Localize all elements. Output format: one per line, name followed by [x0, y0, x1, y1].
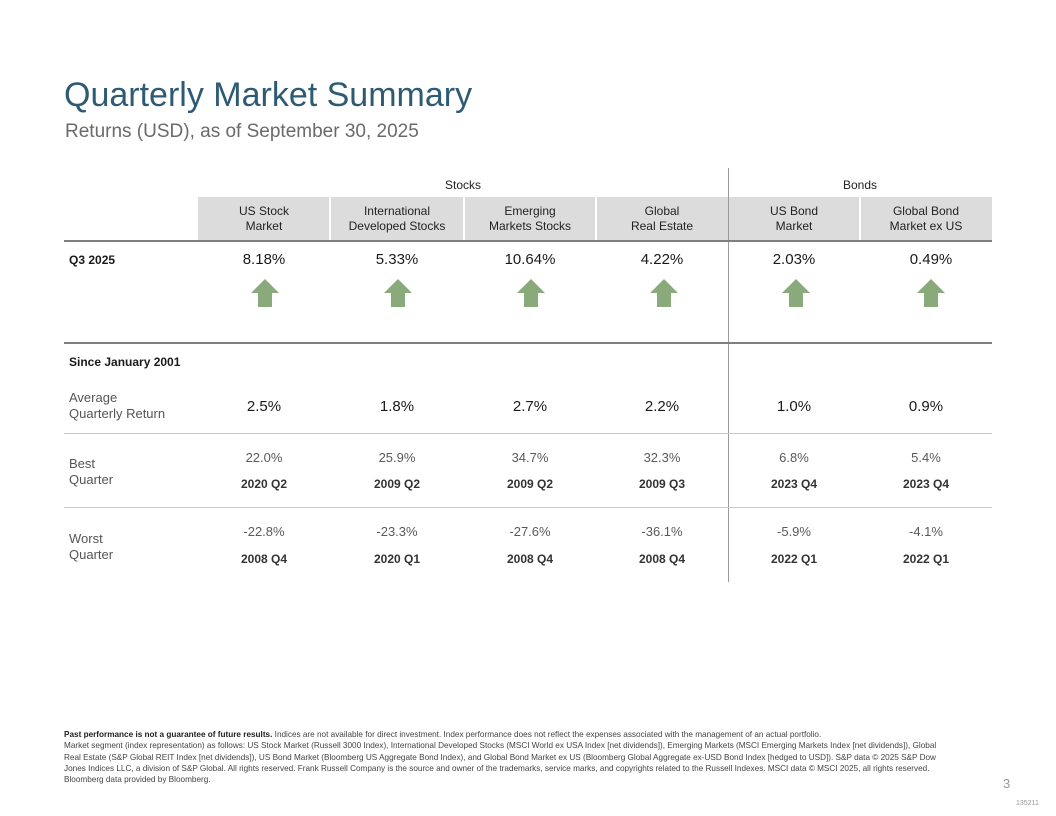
best-quarter: 2023 Q4: [902, 477, 950, 491]
page-subtitle: Returns (USD), as of September 30, 2025: [65, 121, 419, 142]
q3-value: 4.22%: [640, 251, 684, 268]
best-return: 34.7%: [511, 450, 549, 465]
avg-row-label: Average Quarterly Return: [69, 390, 166, 421]
avg-value: 2.7%: [512, 398, 548, 415]
best-return: 5.4%: [911, 450, 941, 465]
page-title: Quarterly Market Summary: [64, 76, 473, 114]
worst-quarter: 2022 Q1: [902, 552, 950, 566]
up-arrow-icon: [650, 279, 678, 307]
document-code: 135211: [1016, 800, 1039, 807]
header-separator: [595, 197, 597, 240]
best-row-label: Best Quarter: [69, 456, 114, 487]
best-quarter: 2009 Q2: [506, 477, 554, 491]
header-separator: [463, 197, 465, 240]
q3-value: 2.03%: [772, 251, 816, 268]
best-quarter: 2009 Q2: [373, 477, 421, 491]
worst-quarter: 2008 Q4: [506, 552, 554, 566]
stocks-bonds-divider: [728, 168, 729, 582]
best-quarter: 2023 Q4: [770, 477, 818, 491]
best-return: 6.8%: [779, 450, 809, 465]
column-header: International Developed Stocks: [330, 197, 464, 240]
divider: [64, 342, 992, 344]
worst-return: -36.1%: [641, 524, 683, 539]
index-representation-text: Market segment (index representation) as…: [64, 741, 937, 785]
worst-return: -22.8%: [243, 524, 285, 539]
divider: [64, 433, 992, 434]
disclaimer-bold: Past performance is not a guarantee of f…: [64, 730, 273, 739]
page-number: 3: [1003, 776, 1011, 791]
header-separator: [329, 197, 331, 240]
up-arrow-icon: [917, 279, 945, 307]
worst-return: -5.9%: [777, 524, 811, 539]
since-section-label: Since January 2001: [69, 355, 181, 369]
worst-quarter: 2022 Q1: [770, 552, 818, 566]
up-arrow-icon: [384, 279, 412, 307]
best-quarter: 2009 Q3: [638, 477, 686, 491]
up-arrow-icon: [782, 279, 810, 307]
header-separator: [859, 197, 861, 240]
divider: [64, 240, 992, 242]
disclaimer-text: Indices are not available for direct inv…: [272, 730, 822, 739]
q3-value: 8.18%: [242, 251, 286, 268]
best-return: 25.9%: [378, 450, 416, 465]
q3-value: 10.64%: [504, 251, 556, 268]
avg-value: 0.9%: [908, 398, 944, 415]
group-bonds-label: Bonds: [842, 178, 878, 192]
disclaimer-footnote: Past performance is not a guarantee of f…: [64, 729, 944, 785]
column-header: Global Bond Market ex US: [860, 197, 992, 240]
avg-value: 1.8%: [379, 398, 415, 415]
worst-quarter: 2020 Q1: [373, 552, 421, 566]
avg-value: 1.0%: [776, 398, 812, 415]
worst-return: -4.1%: [909, 524, 943, 539]
best-quarter: 2020 Q2: [240, 477, 288, 491]
worst-row-label: Worst Quarter: [69, 531, 114, 562]
avg-value: 2.2%: [644, 398, 680, 415]
worst-quarter: 2008 Q4: [240, 552, 288, 566]
column-header: US Stock Market: [198, 197, 330, 240]
best-return: 32.3%: [643, 450, 681, 465]
q3-row-label: Q3 2025: [69, 253, 116, 267]
up-arrow-icon: [517, 279, 545, 307]
worst-quarter: 2008 Q4: [638, 552, 686, 566]
best-return: 22.0%: [245, 450, 283, 465]
q3-value: 5.33%: [375, 251, 419, 268]
q3-value: 0.49%: [909, 251, 953, 268]
up-arrow-icon: [251, 279, 279, 307]
column-header: Emerging Markets Stocks: [464, 197, 596, 240]
avg-value: 2.5%: [246, 398, 282, 415]
column-header: US Bond Market: [728, 197, 860, 240]
worst-return: -27.6%: [509, 524, 551, 539]
column-header: Global Real Estate: [596, 197, 728, 240]
divider: [64, 507, 992, 508]
group-stocks-label: Stocks: [444, 178, 481, 192]
worst-return: -23.3%: [376, 524, 418, 539]
